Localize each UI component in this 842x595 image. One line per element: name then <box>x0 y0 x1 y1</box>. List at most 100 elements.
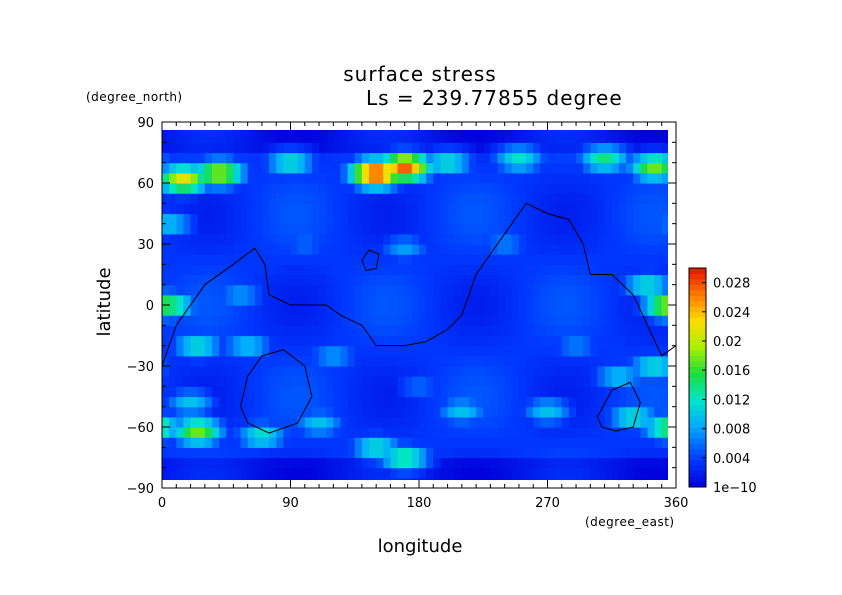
field-cell <box>526 264 534 276</box>
field-cell <box>419 274 427 286</box>
field-cell <box>333 172 342 184</box>
field-cell <box>376 152 384 164</box>
field-cell <box>226 244 234 255</box>
field-cell <box>361 315 370 326</box>
field-cell <box>554 386 563 398</box>
field-cell <box>304 132 313 143</box>
field-cell <box>326 132 334 143</box>
field-cell <box>261 427 270 438</box>
colorbar-band <box>689 459 706 466</box>
field-cell <box>390 183 399 194</box>
field-cell <box>669 468 677 479</box>
field-cell <box>661 416 668 428</box>
field-cell <box>604 193 613 204</box>
field-cell <box>411 457 420 469</box>
field-cell <box>618 305 627 316</box>
field-cell <box>547 416 556 428</box>
field-cell <box>240 183 249 194</box>
field-cell <box>511 437 520 448</box>
field-cell <box>176 406 185 418</box>
field-cell <box>561 457 570 469</box>
field-cell <box>661 274 668 286</box>
field-cell <box>233 467 242 479</box>
field-cell <box>204 447 213 459</box>
field-cell <box>211 355 220 367</box>
field-cell <box>290 264 299 276</box>
field-cell <box>490 325 499 337</box>
field-cell <box>490 406 499 418</box>
field-cell <box>590 325 599 337</box>
field-cell <box>576 437 584 448</box>
field-cell <box>561 396 570 408</box>
field-cell <box>219 437 227 448</box>
field-cell <box>226 213 234 225</box>
field-cell <box>633 142 641 154</box>
colorbar-band <box>689 470 706 477</box>
field-cell <box>647 294 656 306</box>
field-cell <box>483 130 491 133</box>
field-cell <box>304 457 313 469</box>
colorbar-tick-label: 0.016 <box>713 364 750 379</box>
field-cell <box>390 427 399 438</box>
field-cell <box>504 203 513 215</box>
field-cell <box>590 284 599 296</box>
field-cell <box>568 376 577 387</box>
field-cell <box>290 396 299 408</box>
field-cell <box>176 294 185 306</box>
field-cell <box>390 325 399 337</box>
field-cell <box>240 325 249 337</box>
field-cell <box>404 457 413 469</box>
field-cell <box>576 386 584 398</box>
field-cell <box>276 183 284 194</box>
field-cell <box>447 183 456 194</box>
field-cell <box>369 376 377 387</box>
field-cell <box>576 244 584 255</box>
field-cell <box>426 416 434 428</box>
field-cell <box>511 294 520 306</box>
field-cell <box>254 172 263 184</box>
field-cell <box>547 366 556 377</box>
field-cell <box>397 477 406 480</box>
field-cell <box>590 345 599 357</box>
field-cell <box>269 142 277 154</box>
field-cell <box>533 376 541 387</box>
field-cell <box>618 386 627 398</box>
field-cell <box>283 335 292 347</box>
field-cell <box>497 437 506 448</box>
field-cell <box>611 376 620 387</box>
field-cell <box>518 264 527 276</box>
field-cell <box>661 396 668 408</box>
field-cell <box>319 254 327 265</box>
field-cell <box>654 447 663 459</box>
field-cell <box>347 396 356 408</box>
field-cell <box>426 427 434 438</box>
colorbar-band <box>689 361 706 368</box>
field-cell <box>311 467 320 479</box>
field-cell <box>590 315 599 326</box>
field-cell <box>533 132 541 143</box>
field-cell <box>419 254 427 265</box>
field-cell <box>454 447 463 459</box>
field-cell <box>283 233 292 245</box>
field-cell <box>483 345 491 357</box>
field-cell <box>304 152 313 164</box>
chart-title: surface stress <box>343 62 497 86</box>
field-cell <box>190 130 199 133</box>
field-cell <box>240 172 249 184</box>
field-cell <box>497 244 506 255</box>
field-cell <box>419 284 427 296</box>
field-cell <box>319 447 327 459</box>
field-cell <box>526 130 534 133</box>
field-cell <box>533 223 541 235</box>
field-cell <box>254 152 263 164</box>
field-cell <box>283 274 292 286</box>
field-cell <box>497 447 506 459</box>
field-cell <box>311 223 320 235</box>
field-cell <box>247 264 256 276</box>
field-cell <box>411 366 420 377</box>
field-cell <box>419 203 427 215</box>
field-cell <box>461 406 470 418</box>
field-cell <box>269 264 277 276</box>
field-cell <box>162 366 170 377</box>
field-cell <box>547 447 556 459</box>
